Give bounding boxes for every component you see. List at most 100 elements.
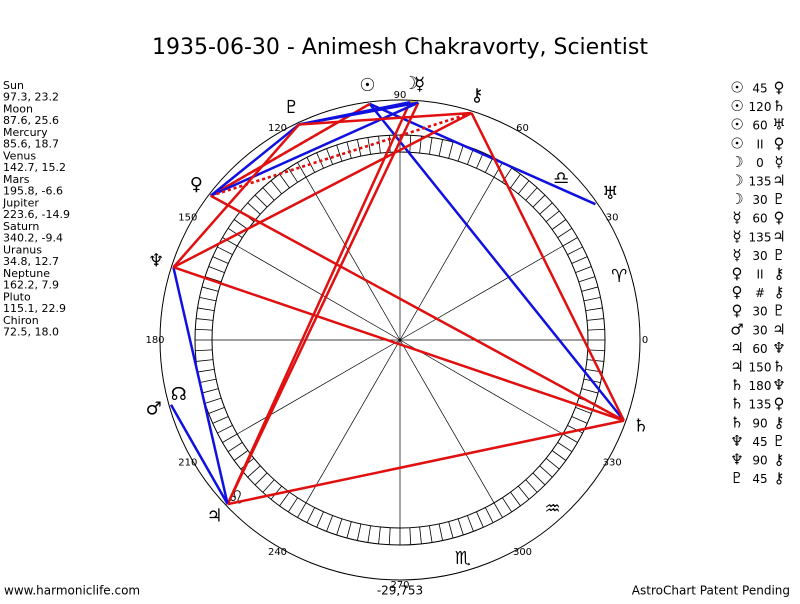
aspect-p2: ♆ xyxy=(772,339,785,357)
aspect-type: 60 xyxy=(752,342,767,356)
aspect-p2: ♇ xyxy=(772,432,785,450)
footer-left: www.harmoniclife.com xyxy=(4,584,140,598)
aspect-p2: ♄ xyxy=(772,358,785,376)
aspect-p2: ♀ xyxy=(774,79,785,97)
hatch xyxy=(552,220,566,230)
planet-glyph: ☿ xyxy=(414,74,425,95)
hatch xyxy=(205,398,221,403)
aspect-type: 60 xyxy=(752,212,767,226)
hatch xyxy=(288,498,297,512)
degree-label: 120 xyxy=(268,123,287,134)
aspect-type: 180 xyxy=(749,379,772,393)
hatch xyxy=(511,174,521,188)
aspect-p1: ♀ xyxy=(732,302,743,320)
aspect-p1: ♀ xyxy=(732,283,743,301)
aspect-type: II xyxy=(756,137,763,151)
hatch xyxy=(568,247,583,255)
hatch xyxy=(213,416,229,423)
aspect-type: 30 xyxy=(752,249,767,263)
chart-title: 1935-06-30 - Animesh Chakravorty, Scient… xyxy=(152,35,648,60)
hatch xyxy=(195,329,212,330)
hatch xyxy=(558,442,572,451)
aspect-type: 30 xyxy=(752,193,767,207)
aspect-type: 0 xyxy=(756,156,764,170)
hatch xyxy=(389,528,390,545)
hatch xyxy=(467,149,473,165)
hatch xyxy=(540,203,553,214)
hatch xyxy=(307,508,315,523)
degree-label: 240 xyxy=(268,547,287,558)
hatch xyxy=(209,407,225,413)
hatch xyxy=(337,519,342,535)
hatch xyxy=(485,157,493,172)
aspect-line xyxy=(173,267,624,420)
aspect-type: # xyxy=(755,286,765,300)
aspect-p1: ♂ xyxy=(730,320,743,338)
sign-marker: ♈ xyxy=(611,266,627,287)
degree-label: 30 xyxy=(606,213,619,224)
hatch xyxy=(317,512,324,528)
aspect-p2: ♃ xyxy=(772,227,785,245)
aspect-p1: ☽ xyxy=(730,153,743,171)
aspect-p1: ☿ xyxy=(732,227,741,245)
aspect-line xyxy=(370,104,624,421)
hatch xyxy=(576,267,592,273)
aspect-p1: ♄ xyxy=(730,413,743,431)
aspect-p2: ♀ xyxy=(774,134,785,152)
hatch xyxy=(533,195,545,207)
hatch xyxy=(368,526,371,543)
aspect-p2: ⚷ xyxy=(774,451,785,469)
aspect-p1: ☽ xyxy=(730,190,743,208)
aspect-p1: ☿ xyxy=(732,209,741,227)
spoke xyxy=(400,246,563,340)
hatch xyxy=(582,389,598,393)
sign-marker: ♒ xyxy=(544,498,560,519)
aspect-p2: ⚷ xyxy=(774,413,785,431)
hatch xyxy=(449,142,453,158)
hatch xyxy=(458,519,463,535)
hatch xyxy=(196,360,213,362)
aspect-type: 90 xyxy=(752,454,767,468)
aspect-p2: ♄ xyxy=(772,97,785,115)
aspect-type: 90 xyxy=(752,416,767,430)
aspect-type: 150 xyxy=(749,361,772,375)
hatch xyxy=(546,211,559,222)
aspect-p1: ♃ xyxy=(730,339,743,357)
hatch xyxy=(347,522,351,538)
hatch xyxy=(518,486,529,499)
hatch xyxy=(410,528,411,545)
planet-glyph: ♄ xyxy=(633,416,649,437)
hatch xyxy=(586,308,603,311)
aspect-p2: ♃ xyxy=(772,172,785,190)
hatch xyxy=(234,220,248,230)
hatch xyxy=(202,287,218,291)
aspect-line xyxy=(211,196,624,421)
planet-glyph: ♀ xyxy=(190,174,203,195)
aspect-type: 30 xyxy=(752,305,767,319)
hatch xyxy=(217,247,232,255)
aspect-type: 135 xyxy=(749,230,772,244)
aspect-p2: ⚷ xyxy=(774,469,785,487)
hatch xyxy=(255,473,267,485)
aspect-p1: ♃ xyxy=(730,358,743,376)
aspect-p1: ♆ xyxy=(730,432,743,450)
hatch xyxy=(476,512,483,528)
hatch xyxy=(584,297,601,301)
aspect-p1: ♄ xyxy=(730,376,743,394)
aspect-p1: ☉ xyxy=(730,116,743,134)
aspect-p1: ♀ xyxy=(732,265,743,283)
aspect-type: 30 xyxy=(752,323,767,337)
hatch xyxy=(563,434,578,443)
hatch xyxy=(196,319,213,321)
hatch xyxy=(255,195,267,207)
hatch xyxy=(248,203,261,214)
hatch xyxy=(379,527,381,544)
hatch xyxy=(552,451,566,461)
hatch xyxy=(202,389,218,393)
hatch xyxy=(588,329,605,330)
degree-label: 0 xyxy=(642,335,648,346)
sign-marker: ☊ xyxy=(171,384,187,405)
planet-glyph: ☉ xyxy=(359,75,375,96)
hatch xyxy=(327,516,333,532)
